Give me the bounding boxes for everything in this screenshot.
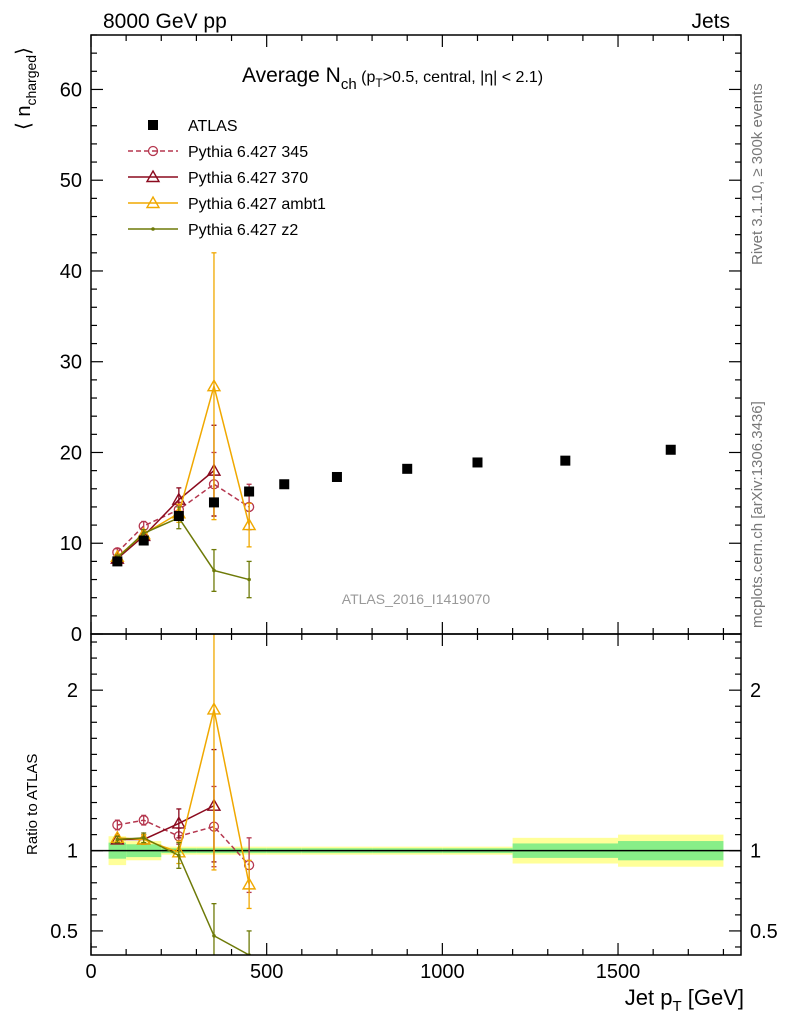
legend-label: ATLAS: [188, 118, 238, 135]
ratio-y-tick-label-right: 1: [750, 841, 761, 863]
series-3-main-point: [247, 577, 251, 582]
x-tick-label: 1500: [596, 961, 641, 983]
ratio-y-tick-label: 2: [67, 680, 78, 702]
series-3-main-point: [212, 568, 216, 573]
legend-entry: Pythia 6.427 ambt1: [128, 195, 326, 213]
ratio-y-tick-label: 0.5: [50, 921, 78, 943]
legend-marker: [145, 195, 161, 209]
x-tick-label: 500: [250, 961, 283, 983]
main-y-tick-label: 60: [60, 79, 82, 101]
legend-marker: [147, 145, 159, 157]
legend-marker: [148, 120, 158, 130]
legend-label: Pythia 6.427 370: [188, 170, 308, 187]
main-y-tick-label: 20: [60, 442, 82, 464]
axes-frames: 0 500 1000 1500 0 10 20 30 40 50 60 0.5 0.5 1 1 2 2: [50, 34, 778, 983]
atlas-data-point: [173, 511, 184, 522]
legend-entry: Pythia 6.427 345: [128, 144, 308, 161]
legend-entry: Pythia 6.427 z2: [128, 222, 298, 239]
title-detail-open: (p: [357, 69, 376, 86]
svg-text:⟨ ncharged⟩: ⟨ ncharged⟩: [13, 47, 39, 130]
ratio-panel-frame: [90, 633, 742, 956]
reference-uncertainty-bands: [91, 834, 741, 867]
title-detail-rest: >0.5, central, |η| < 2.1): [383, 69, 543, 86]
legend: ATLAS Pythia 6.427 345 Pythia 6.427 370 Pyt…: [128, 118, 326, 239]
ratio-panel-series: [110, 634, 257, 955]
atlas-data-point: [244, 486, 255, 497]
atlas-data-point: [208, 497, 219, 508]
series-2-ratio-point: [206, 702, 222, 715]
legend-label: Pythia 6.427 ambt1: [188, 196, 326, 213]
x-tick-label: 1000: [420, 961, 465, 983]
series-3-ratio-point: [212, 933, 216, 938]
ratio-y-tick-label-right: 0.5: [750, 921, 778, 943]
ratio-y-tick-label: 1: [67, 841, 78, 863]
legend-label: Pythia 6.427 z2: [188, 222, 298, 239]
legend-entry: Pythia 6.427 370: [128, 169, 308, 187]
mcplots-label: mcplots.cern.ch [arXiv:1306.3436]: [749, 401, 766, 628]
analysis-watermark: ATLAS_2016_I1419070: [342, 591, 491, 607]
atlas-data-point: [138, 535, 149, 546]
main-y-tick-label: 0: [71, 624, 82, 646]
atlas-data-point: [279, 479, 290, 490]
series-2-ratio-point: [241, 876, 257, 890]
main-y-tick-label: 40: [60, 261, 82, 283]
xlabel-unit: [GeV]: [682, 985, 744, 1010]
legend-label: Pythia 6.427 345: [188, 144, 308, 161]
legend-marker: [145, 169, 161, 183]
x-axis-label: Jet pT [GeV]: [625, 985, 744, 1015]
atlas-data-point: [112, 556, 123, 567]
main-y-axis-label: ⟨ ncharged⟩: [13, 47, 39, 130]
ylabel-main: ⟨ n: [13, 106, 35, 130]
main-panel-series: [110, 252, 676, 599]
title-sub: ch: [341, 76, 357, 93]
header-left: 8000 GeV pp: [103, 10, 227, 33]
atlas-data-point: [472, 457, 483, 468]
series-layer: [110, 252, 676, 955]
ylabel-close: ⟩: [13, 47, 35, 55]
x-tick-label: 0: [85, 961, 96, 983]
ylabel-sub: charged: [23, 55, 39, 106]
atlas-data-point: [665, 444, 676, 455]
xlabel-sub: T: [672, 998, 681, 1015]
series-2-main-line: [116, 383, 250, 558]
main-y-tick-label: 50: [60, 170, 82, 192]
ratio-y-axis-label: Ratio to ATLAS: [24, 754, 41, 855]
title-detail-sub: T: [375, 76, 383, 90]
atlas-data-point: [331, 471, 342, 482]
header-right: Jets: [691, 10, 730, 33]
series-3-ratio-point: [115, 837, 120, 842]
series-3-main-line: [116, 516, 250, 581]
series-1-ratio-line: [117, 805, 215, 841]
series-0-ratio-point: [138, 815, 149, 826]
series-1-main-line: [116, 470, 215, 560]
main-y-tick-label: 30: [60, 352, 82, 374]
atlas-data-point: [560, 455, 571, 466]
main-y-tick-label: 10: [60, 533, 82, 555]
series-2-main-point: [206, 378, 222, 392]
ratio-y-tick-label-right: 2: [750, 680, 761, 702]
series-2-main-point: [241, 517, 257, 531]
rivet-label: Rivet 3.1.10, ≥ 300k events: [749, 83, 766, 265]
series-1-ratio-point: [171, 815, 187, 829]
series-3-ratio-point: [141, 836, 146, 840]
series-3-ratio-point: [177, 853, 181, 858]
chart-title: Average Nch (pT>0.5, central, |η| < 2.1): [242, 64, 543, 93]
xlabel-main: Jet p: [625, 985, 673, 1010]
legend-marker: [151, 227, 155, 231]
atlas-data-point: [402, 463, 413, 474]
series-0-ratio-point: [112, 819, 123, 831]
title-main: Average N: [242, 64, 341, 87]
legend-entry: ATLAS: [148, 118, 238, 135]
series-3-main-point: [141, 531, 146, 536]
